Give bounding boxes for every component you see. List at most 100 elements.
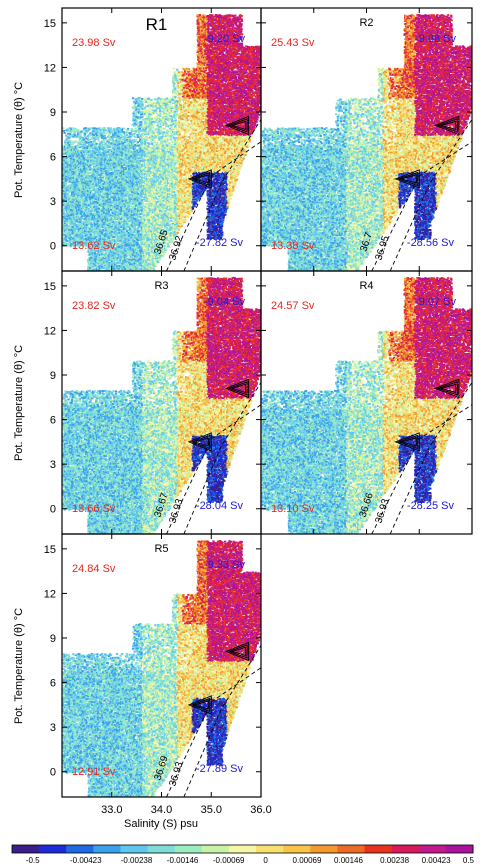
data-point <box>95 218 97 220</box>
data-point <box>99 192 101 194</box>
data-point <box>88 163 90 165</box>
data-point <box>109 139 111 141</box>
data-point <box>130 137 132 139</box>
data-point <box>108 212 110 214</box>
data-point <box>79 224 81 226</box>
data-point <box>118 216 120 218</box>
data-point <box>135 113 137 115</box>
data-point <box>80 219 82 221</box>
data-point <box>98 208 100 210</box>
data-point <box>108 170 110 172</box>
data-point <box>63 130 65 132</box>
data-point <box>120 257 122 259</box>
data-point <box>119 128 121 130</box>
data-point <box>127 129 129 131</box>
data-point <box>81 142 83 144</box>
data-point <box>103 127 105 129</box>
data-point <box>127 222 129 224</box>
data-point <box>111 178 113 180</box>
data-point <box>72 127 74 129</box>
data-point <box>90 234 92 236</box>
data-point <box>75 131 77 133</box>
data-point <box>110 183 112 185</box>
data-point <box>122 243 124 245</box>
data-point <box>121 167 123 169</box>
data-point <box>134 218 136 220</box>
data-point <box>140 130 142 132</box>
data-point <box>127 217 129 219</box>
data-point <box>76 219 78 221</box>
data-point <box>116 211 118 213</box>
data-point <box>78 196 80 198</box>
data-point <box>118 135 120 137</box>
data-point <box>121 206 123 208</box>
data-point <box>113 236 115 238</box>
data-point <box>102 178 104 180</box>
data-point <box>121 139 123 141</box>
data-point <box>76 155 78 157</box>
data-point <box>104 137 106 139</box>
data-point <box>86 231 88 233</box>
data-point <box>80 134 82 136</box>
data-point <box>103 133 105 135</box>
data-point <box>94 268 96 270</box>
data-point <box>128 211 130 213</box>
data-point <box>99 150 101 152</box>
data-point <box>100 208 102 210</box>
data-point <box>68 140 70 142</box>
data-point <box>66 240 68 242</box>
data-point <box>66 139 68 141</box>
data-point <box>122 236 124 238</box>
data-point <box>88 142 90 144</box>
data-point <box>112 159 114 161</box>
data-point <box>123 128 125 130</box>
data-point <box>135 107 137 109</box>
data-point <box>81 218 83 220</box>
data-point <box>129 176 131 178</box>
data-point <box>100 198 102 200</box>
data-point <box>70 151 72 153</box>
data-point <box>104 158 106 160</box>
data-point <box>94 138 96 140</box>
data-point <box>136 119 138 121</box>
data-point <box>66 193 68 195</box>
data-point <box>119 143 121 145</box>
data-point <box>102 188 104 190</box>
data-point <box>126 131 128 133</box>
data-point <box>65 147 67 149</box>
data-point <box>77 149 79 151</box>
data-point <box>131 128 133 130</box>
data-point <box>111 173 113 175</box>
data-point <box>81 234 83 236</box>
data-point <box>137 242 139 244</box>
data-point <box>104 135 106 137</box>
data-point <box>91 168 93 170</box>
data-point <box>87 160 89 162</box>
data-point <box>133 258 135 260</box>
data-point <box>140 111 142 113</box>
data-point <box>134 104 136 106</box>
data-point <box>136 143 138 145</box>
data-point <box>115 185 117 187</box>
data-point <box>110 127 112 129</box>
data-point <box>87 173 89 175</box>
data-point <box>76 147 78 149</box>
data-point <box>84 173 86 175</box>
data-point <box>103 131 105 133</box>
data-point <box>139 128 141 130</box>
data-point <box>94 154 96 156</box>
data-point <box>140 121 142 123</box>
data-point <box>97 131 99 133</box>
data-point <box>85 145 87 147</box>
data-point <box>109 146 111 148</box>
data-point <box>137 239 139 241</box>
data-point <box>70 140 72 142</box>
data-point <box>105 132 107 134</box>
data-point <box>128 205 130 207</box>
data-point <box>137 141 139 143</box>
data-point <box>107 161 109 163</box>
data-point <box>111 231 113 233</box>
data-point <box>123 144 125 146</box>
